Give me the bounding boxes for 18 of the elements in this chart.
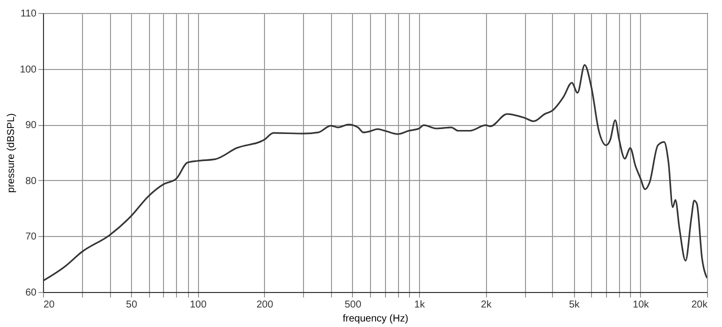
x-tick-label: 2k [480,300,492,310]
x-tick-label: 20 [44,300,56,310]
y-tick-label: 110 [20,8,37,20]
x-tick-label: 5k [568,300,581,310]
y-tick-label: 90 [25,120,37,132]
x-tick-label: 1k [414,300,426,310]
y-tick-label: 80 [25,176,37,187]
y-axis-title: pressure (dBSPL) [6,113,17,193]
x-axis-title: frequency (Hz) [342,314,408,324]
x-tick-label: 20k [691,300,708,310]
x-tick-label: 200 [256,300,274,310]
x-tick-label: 10k [632,300,650,310]
y-tick-label: 100 [20,64,37,76]
y-tick-label: 70 [25,232,37,243]
x-tick-label: 50 [126,300,138,310]
x-tick-label: 100 [190,300,207,310]
x-tick-label: 500 [344,300,362,310]
y-tick-label: 60 [25,288,37,298]
